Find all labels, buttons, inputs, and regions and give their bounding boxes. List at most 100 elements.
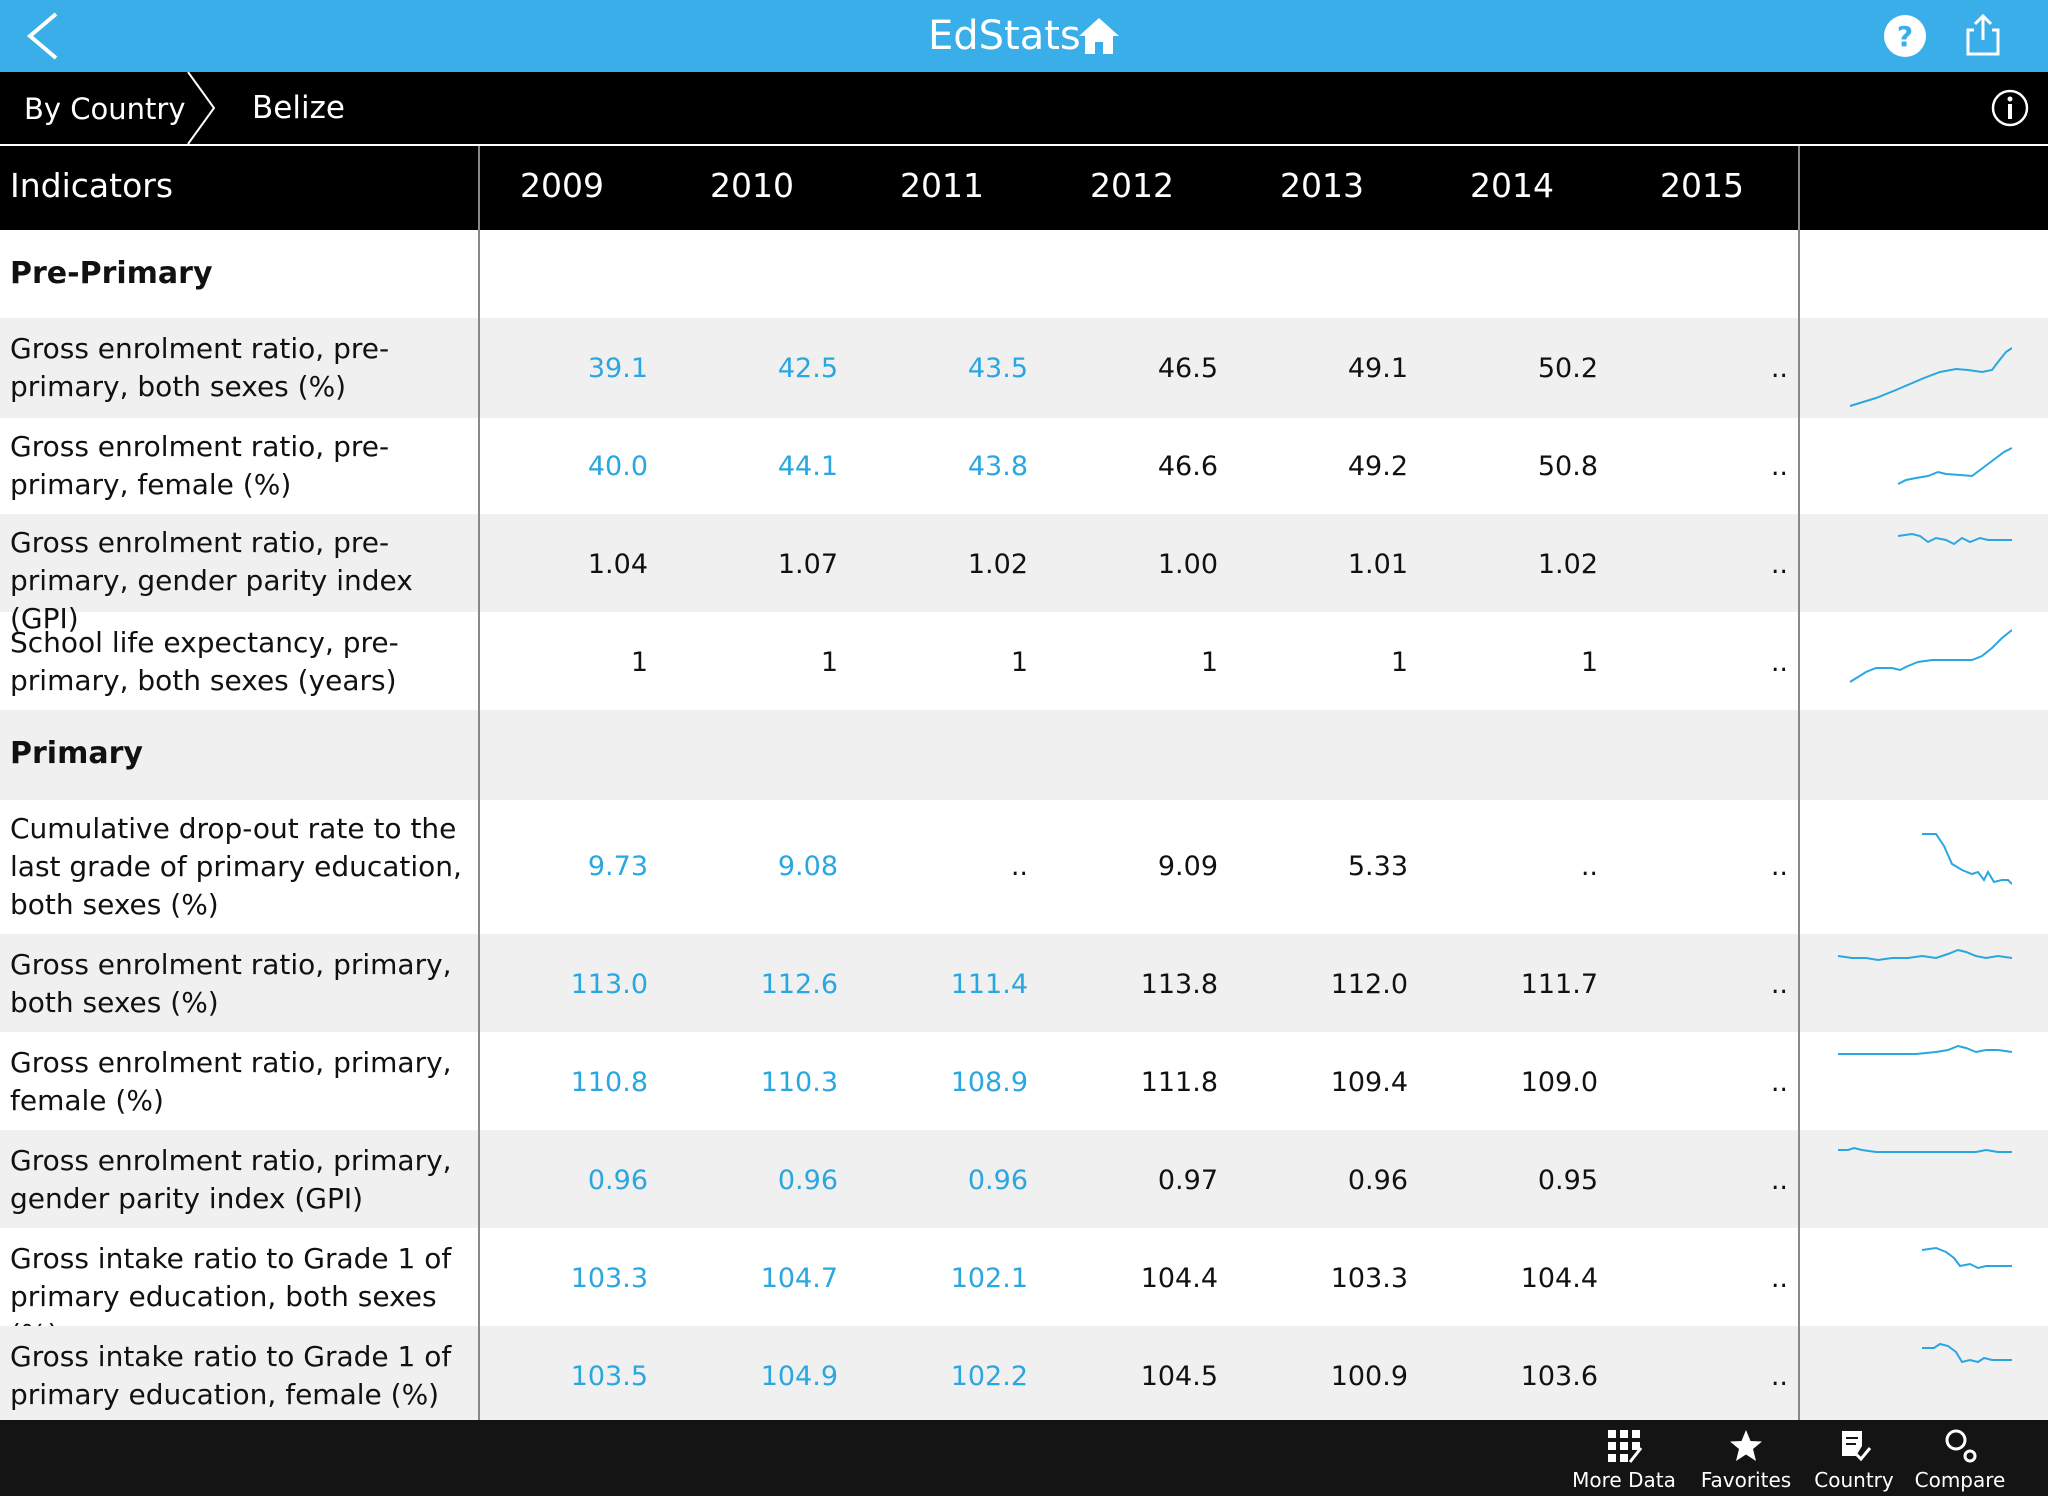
sparkline-chart xyxy=(1838,1044,2012,1055)
value-cell: 100.9 xyxy=(1330,1361,1408,1392)
app-header: EdStats ? xyxy=(0,0,2048,72)
year-header: 2013 xyxy=(1280,166,1364,205)
value-cell: 1.01 xyxy=(1347,549,1408,580)
value-cell: 49.2 xyxy=(1347,451,1408,482)
star-icon xyxy=(1730,1430,1762,1461)
tab-label: More Data xyxy=(1572,1468,1676,1492)
value-cell: 50.2 xyxy=(1537,353,1598,384)
value-cell: 0.96 xyxy=(1347,1165,1408,1196)
tab-label: Country xyxy=(1814,1468,1894,1492)
table-row[interactable]: Gross enrolment ratio, pre-primary, gend… xyxy=(0,514,2048,635)
table-row[interactable]: Gross enrolment ratio, pre-primary, both… xyxy=(0,318,2048,418)
section-header-primary: Primary xyxy=(0,710,2048,800)
value-cell: 109.4 xyxy=(1330,1067,1408,1098)
info-icon[interactable] xyxy=(1990,88,2030,128)
value-cell: 110.3 xyxy=(760,1067,838,1098)
value-cell: 111.8 xyxy=(1140,1067,1218,1098)
value-cell: 102.1 xyxy=(950,1263,1028,1294)
value-cell: 0.97 xyxy=(1157,1165,1218,1196)
value-cell: 112.0 xyxy=(1330,969,1408,1000)
value-cell: 43.5 xyxy=(967,353,1028,384)
tab-label: Compare xyxy=(1914,1468,2006,1492)
tab-compare[interactable]: Compare xyxy=(1900,1424,2020,1494)
value-cell: 104.4 xyxy=(1140,1263,1218,1294)
home-icon[interactable] xyxy=(1077,16,1121,56)
value-cell: 1.02 xyxy=(1537,549,1598,580)
value-cell: 103.5 xyxy=(570,1361,648,1392)
table-row[interactable]: Gross intake ratio to Grade 1 of primary… xyxy=(0,1326,2048,1420)
breadcrumb-country: Belize xyxy=(252,90,345,126)
value-cell: 103.3 xyxy=(1330,1263,1408,1294)
value-cell: 40.0 xyxy=(587,451,648,482)
year-header: 2015 xyxy=(1660,166,1744,205)
table-row[interactable]: Cumulative drop-out rate to the last gra… xyxy=(0,800,2048,934)
indicator-label: School life expectancy, pre-primary, bot… xyxy=(10,626,399,697)
value-cell: .. xyxy=(1770,353,1788,384)
value-cell: 43.8 xyxy=(967,451,1028,482)
year-header: 2014 xyxy=(1470,166,1554,205)
value-cell: 1 xyxy=(1580,647,1598,678)
sparkline-chart xyxy=(1838,1146,2012,1153)
indicator-label: Cumulative drop-out rate to the last gra… xyxy=(10,812,462,921)
divider xyxy=(0,144,2048,146)
table-row[interactable]: School life expectancy, pre-primary, bot… xyxy=(0,612,2048,710)
indicator-label: Gross enrolment ratio, primary, both sex… xyxy=(10,948,452,1019)
help-icon[interactable]: ? xyxy=(1882,13,1928,59)
value-cell: 9.08 xyxy=(777,851,838,882)
table-row[interactable]: Gross enrolment ratio, primary, female (… xyxy=(0,1032,2048,1130)
value-cell: 112.6 xyxy=(760,969,838,1000)
tab-favorites[interactable]: Favorites xyxy=(1686,1424,1806,1494)
sparkline-chart xyxy=(1897,532,2012,546)
svg-text:?: ? xyxy=(1897,20,1913,53)
value-cell: 1 xyxy=(820,647,838,678)
table-row[interactable]: Gross enrolment ratio, pre-primary, fema… xyxy=(0,418,2048,514)
share-icon[interactable] xyxy=(1960,12,2006,58)
value-cell: 111.4 xyxy=(950,969,1028,1000)
back-arrow-icon[interactable] xyxy=(20,10,72,62)
table-row[interactable]: Gross enrolment ratio, primary, both sex… xyxy=(0,934,2048,1032)
value-cell: .. xyxy=(1770,1361,1788,1392)
column-divider xyxy=(1798,146,1800,1420)
table-row[interactable]: Gross enrolment ratio, primary, gender p… xyxy=(0,1130,2048,1228)
compare-icon xyxy=(1945,1429,1977,1463)
value-cell: 50.8 xyxy=(1537,451,1598,482)
sparkline-chart xyxy=(1922,1342,2012,1364)
section-header-pre-primary: Pre-Primary xyxy=(0,230,2048,318)
value-cell: 9.09 xyxy=(1157,851,1218,882)
year-header: 2011 xyxy=(900,166,984,205)
sparkline-chart xyxy=(1849,347,2012,407)
indicators-header: Indicators xyxy=(10,166,174,205)
sparkline-chart xyxy=(1897,447,2012,485)
indicator-label: Gross enrolment ratio, primary, female (… xyxy=(10,1046,452,1117)
table-header: Indicators 2009 2010 2011 2012 2013 2014… xyxy=(0,146,2048,230)
value-cell: .. xyxy=(1770,1067,1788,1098)
value-cell: 1 xyxy=(630,647,648,678)
value-cell: 1 xyxy=(1200,647,1218,678)
value-cell: 109.0 xyxy=(1520,1067,1598,1098)
year-header: 2009 xyxy=(520,166,604,205)
indicator-label: Gross intake ratio to Grade 1 of primary… xyxy=(10,1340,452,1411)
app-title: EdStats xyxy=(928,13,1081,59)
value-cell: 104.9 xyxy=(760,1361,838,1392)
tab-more-data[interactable]: More Data xyxy=(1564,1424,1684,1494)
value-cell: 108.9 xyxy=(950,1067,1028,1098)
value-cell: 103.6 xyxy=(1520,1361,1598,1392)
value-cell: 42.5 xyxy=(777,353,838,384)
tab-country[interactable]: Country xyxy=(1794,1424,1914,1494)
value-cell: 46.6 xyxy=(1157,451,1218,482)
value-cell: 0.96 xyxy=(967,1165,1028,1196)
section-title: Primary xyxy=(10,736,143,771)
breadcrumb: By Country Belize xyxy=(0,72,2048,144)
grid-icon xyxy=(1608,1430,1642,1463)
chevron-right-icon xyxy=(187,72,216,144)
indicator-label: Gross enrolment ratio, pre-primary, fema… xyxy=(10,430,390,501)
sparkline-chart xyxy=(1837,948,2012,962)
year-header: 2012 xyxy=(1090,166,1174,205)
value-cell: 104.5 xyxy=(1140,1361,1218,1392)
value-cell: 104.4 xyxy=(1520,1263,1598,1294)
value-cell: 49.1 xyxy=(1347,353,1408,384)
breadcrumb-by-country[interactable]: By Country xyxy=(24,92,186,126)
table-row[interactable]: Gross intake ratio to Grade 1 of primary… xyxy=(0,1228,2048,1351)
value-cell: .. xyxy=(1770,549,1788,580)
column-divider xyxy=(478,146,480,1420)
